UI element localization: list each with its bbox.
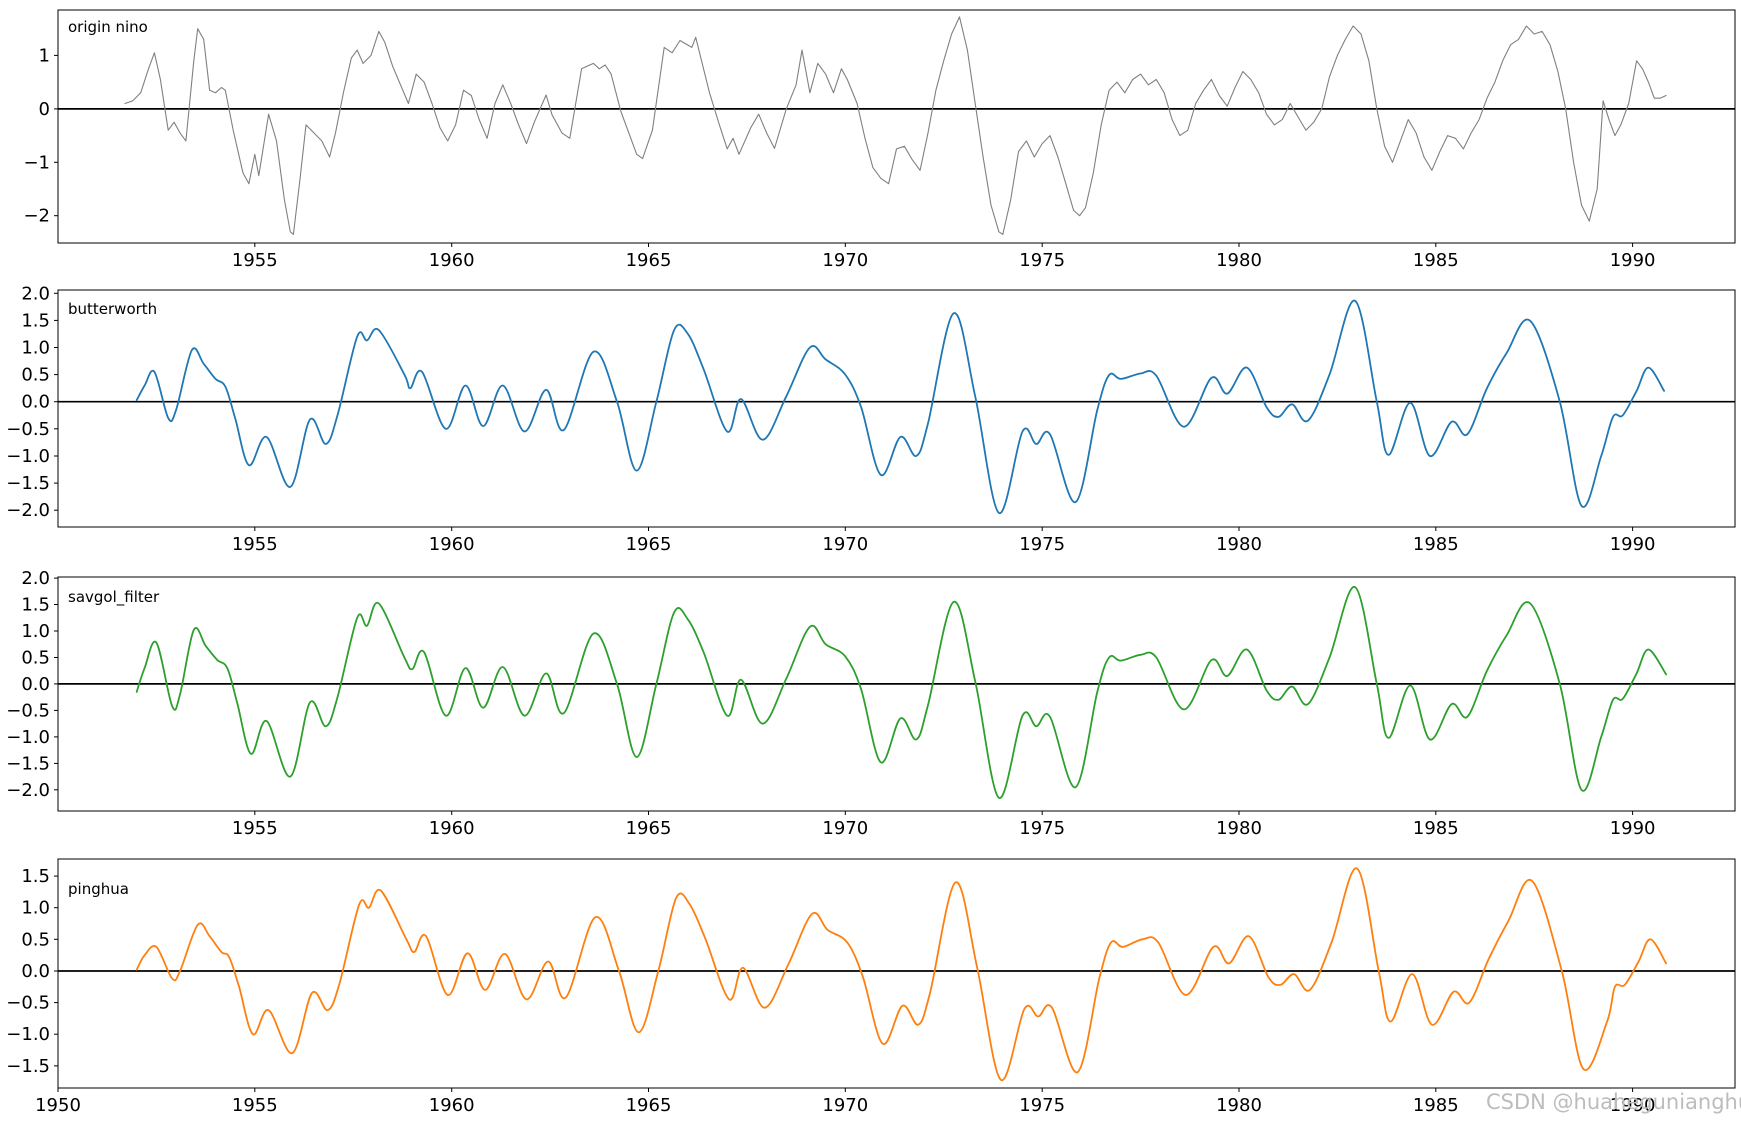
axes-box (57, 858, 1736, 1089)
axes-box (57, 576, 1736, 812)
y-tick-label: −2.0 (6, 500, 50, 521)
x-tick-label: 1980 (1216, 250, 1262, 271)
panel-origin-nino: 1955 1960 1965 1970 1975 1980 1985 1990 1 0 −1 −2 (23, 9, 1736, 271)
y-tick-label: 1 (39, 45, 50, 66)
y-tick-label: 2.0 (21, 283, 50, 304)
y-tick-label: −1 (23, 152, 50, 173)
panel-pinghua: 1950 1955 1960 1965 1970 1975 1980 1985 1990 1.5 1… (6, 858, 1736, 1116)
x-tick-label: 1985 (1413, 534, 1459, 555)
x-tick-label: 1990 (1610, 1095, 1656, 1116)
y-tick-label: −1.5 (6, 473, 50, 494)
series-line-pinghua (135, 867, 1667, 1081)
x-tick-label: 1980 (1216, 818, 1262, 839)
series-line-origin-nino (124, 16, 1667, 235)
csdn-watermark: CSDN @huahegunianghua (1486, 1090, 1741, 1114)
x-tick-label: 1990 (1610, 534, 1656, 555)
x-tick-label: 1955 (232, 818, 278, 839)
x-tick-label: 1950 (35, 1095, 81, 1116)
y-tick-label: −0.5 (6, 993, 50, 1014)
y-tick-label: −1.0 (6, 727, 50, 748)
panel-savgol-filter-label: savgol_filter (68, 588, 160, 606)
x-tick-label: 1955 (232, 250, 278, 271)
x-tick-label: 1965 (626, 534, 672, 555)
y-tick-label: 0 (39, 99, 50, 120)
y-tick-label: −1.5 (6, 753, 50, 774)
x-tick-label: 1965 (626, 818, 672, 839)
x-tick-label: 1970 (822, 1095, 868, 1116)
panel-origin-nino-label: origin nino (68, 18, 148, 36)
y-tick-label: 0.0 (21, 392, 50, 413)
y-tick-label: −0.5 (6, 700, 50, 721)
y-tick-label: −2.0 (6, 780, 50, 801)
x-tick-label: 1985 (1413, 818, 1459, 839)
y-tick-label: 0.5 (21, 648, 50, 669)
axes-box (57, 9, 1736, 244)
x-tick-label: 1970 (822, 818, 868, 839)
series-line-savgol-filter (135, 586, 1667, 799)
y-tick-label: 1.0 (21, 898, 50, 919)
x-tick-label: 1975 (1019, 534, 1065, 555)
y-tick-label: −1.5 (6, 1056, 50, 1077)
x-tick-label: 1965 (626, 250, 672, 271)
y-tick-label: 1.0 (21, 338, 50, 359)
y-tick-label: 1.5 (21, 866, 50, 887)
x-tick-label: 1955 (232, 1095, 278, 1116)
x-tick-label: 1955 (232, 534, 278, 555)
x-tick-label: 1985 (1413, 250, 1459, 271)
x-tick-label: 1975 (1019, 818, 1065, 839)
axes-box (57, 289, 1736, 528)
y-tick-label: −1.0 (6, 1024, 50, 1045)
x-tick-label: 1990 (1610, 818, 1656, 839)
y-tick-label: 0.5 (21, 929, 50, 950)
x-tick-label: 1970 (822, 250, 868, 271)
y-tick-label: 1.5 (21, 310, 50, 331)
y-tick-label: −2 (23, 206, 50, 227)
x-tick-label: 1965 (626, 1095, 672, 1116)
x-tick-label: 1985 (1413, 1095, 1459, 1116)
y-tick-label: 0.5 (21, 365, 50, 386)
y-tick-label: −0.5 (6, 419, 50, 440)
x-tick-label: 1960 (429, 250, 475, 271)
panel-savgol-filter: 1955 1960 1965 1970 1975 1980 1985 1990 2.0 1.5 1.… (6, 568, 1736, 839)
y-tick-label: 0.0 (21, 674, 50, 695)
x-tick-label: 1975 (1019, 250, 1065, 271)
x-tick-label: 1960 (429, 534, 475, 555)
series-line-butterworth (135, 299, 1665, 514)
y-tick-label: 1.5 (21, 595, 50, 616)
y-tick-label: 2.0 (21, 568, 50, 589)
panel-butterworth-label: butterworth (68, 300, 158, 318)
y-tick-label: 1.0 (21, 621, 50, 642)
y-tick-label: 0.0 (21, 961, 50, 982)
x-tick-label: 1980 (1216, 534, 1262, 555)
panel-butterworth: 1955 1960 1965 1970 1975 1980 1985 1990 2.0 1.5 1.… (6, 283, 1736, 555)
x-tick-label: 1970 (822, 534, 868, 555)
x-tick-label: 1980 (1216, 1095, 1262, 1116)
y-tick-label: −1.0 (6, 446, 50, 467)
x-tick-label: 1960 (429, 818, 475, 839)
panel-pinghua-label: pinghua (68, 880, 129, 898)
x-tick-label: 1960 (429, 1095, 475, 1116)
x-tick-label: 1990 (1610, 250, 1656, 271)
x-tick-label: 1975 (1019, 1095, 1065, 1116)
